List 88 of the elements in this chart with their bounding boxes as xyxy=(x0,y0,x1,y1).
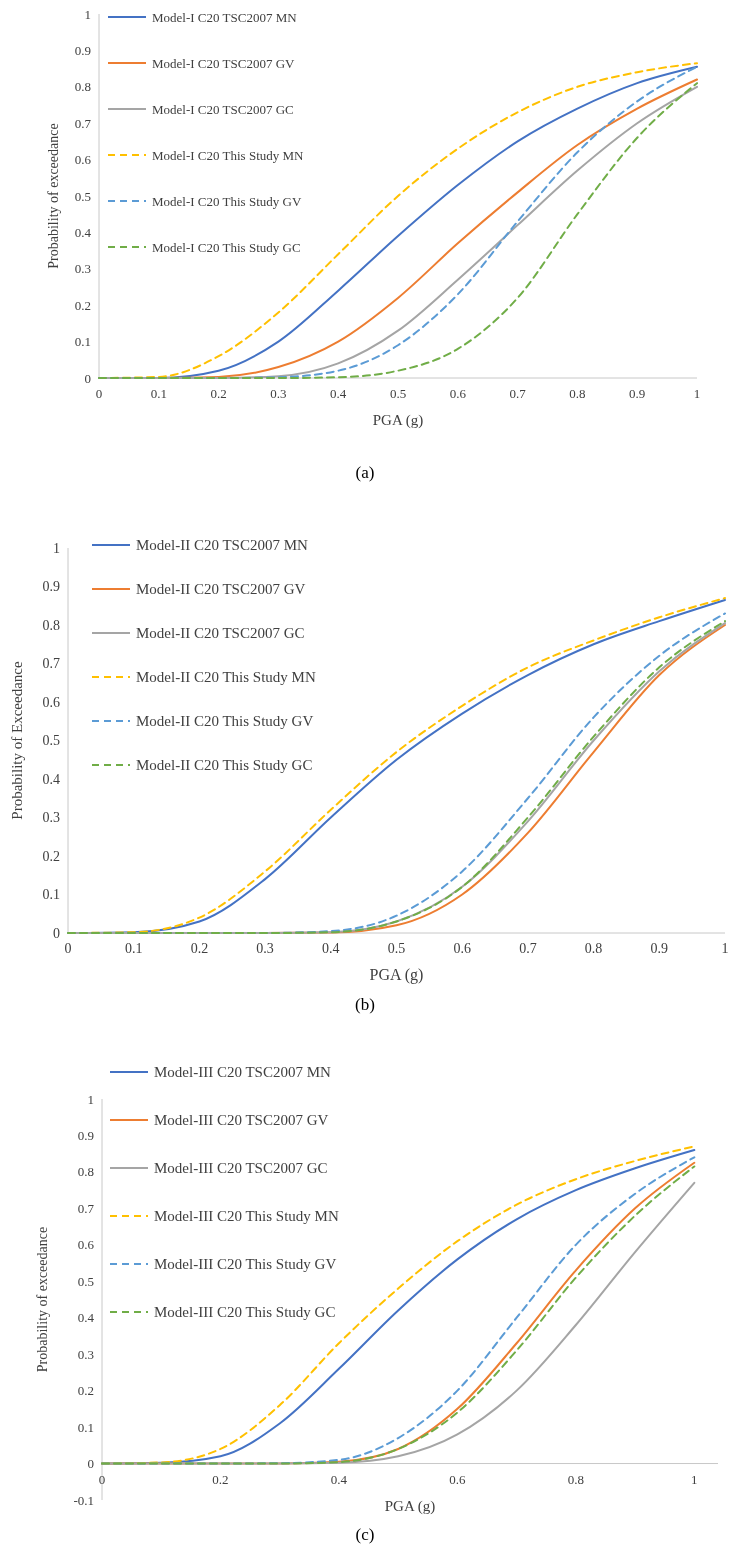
y-tick-label: 0 xyxy=(87,1456,94,1472)
y-tick-label: 0.5 xyxy=(74,188,91,204)
x-tick-label: 0 xyxy=(98,1471,106,1487)
legend-label: Model-III C20 TSC2007 GC xyxy=(154,1160,328,1177)
legend-label: Model-I C20 This Study GV xyxy=(152,193,302,209)
x-tick-label: 0.9 xyxy=(629,386,646,401)
legend-label: Model-I C20 TSC2007 GC xyxy=(152,101,294,117)
x-tick-label: 0.6 xyxy=(449,386,467,401)
y-tick-label: 0.1 xyxy=(77,1419,94,1435)
y-tick-label: 1 xyxy=(53,540,60,556)
y-tick-label: 0.7 xyxy=(77,1200,95,1216)
x-tick-label: 0.3 xyxy=(256,941,274,956)
x-tick-label: 0.8 xyxy=(569,386,586,401)
text: (b) xyxy=(355,995,375,1014)
x-tick-label: 0.7 xyxy=(519,941,537,956)
y-tick-label: 0.7 xyxy=(74,115,92,131)
y-tick-label: 0.9 xyxy=(74,42,91,58)
y-tick-label: 0.4 xyxy=(74,224,92,240)
text: (a) xyxy=(355,463,375,482)
y-tick-label: 0.6 xyxy=(77,1237,95,1253)
x-axis-title: PGA (g) xyxy=(369,966,424,984)
x-tick-label: 0.5 xyxy=(387,941,406,956)
y-tick-label: 0.1 xyxy=(42,887,60,903)
y-tick-label: 0.7 xyxy=(42,656,60,672)
x-tick-label: 0.7 xyxy=(509,386,527,401)
x-tick-label: 0.4 xyxy=(330,386,347,401)
y-tick-label: -0.1 xyxy=(73,1492,94,1508)
x-tick-label: 0.8 xyxy=(584,941,603,956)
y-axis-title: Probability of Exceedance xyxy=(9,661,25,820)
y-tick-label: 0.8 xyxy=(74,79,91,95)
y-tick-label: 0.3 xyxy=(74,261,91,277)
x-tick-label: 1 xyxy=(721,941,729,956)
legend-label: Model-II C20 TSC2007 GV xyxy=(136,581,306,598)
x-tick-label: 0.9 xyxy=(650,941,669,956)
legend-label: Model-II C20 This Study GC xyxy=(136,757,313,774)
y-tick-label: 0.6 xyxy=(42,694,60,710)
x-tick-label: 0.5 xyxy=(389,386,407,401)
y-tick-label: 0.2 xyxy=(42,848,60,864)
y-tick-label: 0.8 xyxy=(42,617,60,633)
legend-label: Model-I C20 TSC2007 MN xyxy=(152,9,298,25)
legend-label: Model-II C20 This Study GV xyxy=(136,713,314,730)
x-tick-label: 0.6 xyxy=(453,941,471,956)
x-tick-label: 0.8 xyxy=(567,1471,584,1487)
y-tick-label: 0 xyxy=(84,370,91,386)
x-axis-title: PGA (g) xyxy=(372,412,424,429)
x-tick-label: 0 xyxy=(64,941,72,956)
x-tick-label: 0.4 xyxy=(330,1471,348,1487)
y-tick-label: 0.5 xyxy=(42,733,60,749)
y-tick-label: 1 xyxy=(87,1091,94,1107)
x-tick-label: 0.1 xyxy=(124,941,143,956)
x-tick-label: 0.2 xyxy=(210,386,227,401)
y-tick-label: 0.4 xyxy=(42,771,60,787)
y-tick-label: 0.9 xyxy=(42,579,60,595)
y-tick-label: 0.2 xyxy=(77,1383,94,1399)
legend-label: Model-I C20 This Study MN xyxy=(152,147,305,163)
x-tick-label: 0.4 xyxy=(322,941,340,956)
text: (c) xyxy=(355,1525,375,1544)
y-tick-label: 0.3 xyxy=(77,1346,94,1362)
y-axis-title: Probability of exceedance xyxy=(35,1226,50,1373)
y-tick-label: 0.9 xyxy=(77,1128,94,1143)
y-tick-label: 0.8 xyxy=(77,1164,94,1180)
x-tick-label: 1 xyxy=(693,386,701,401)
legend-label: Model-I C20 TSC2007 GV xyxy=(152,55,296,71)
y-tick-label: 1 xyxy=(84,6,91,22)
legend-label: Model-II C20 TSC2007 MN xyxy=(136,537,308,554)
x-tick-label: 0.2 xyxy=(190,941,209,956)
x-tick-label: 0.1 xyxy=(150,386,167,401)
x-tick-label: 0.6 xyxy=(449,1471,467,1487)
y-tick-label: 0 xyxy=(53,925,60,941)
y-axis-title: Probability of exceedance xyxy=(46,123,61,269)
y-tick-label: 0.3 xyxy=(42,810,60,826)
legend-label: Model-III C20 This Study GC xyxy=(154,1304,336,1321)
legend-label: Model-III C20 TSC2007 GV xyxy=(154,1112,329,1129)
legend-label: Model-III C20 TSC2007 MN xyxy=(154,1064,331,1081)
legend-label: Model-III C20 This Study MN xyxy=(154,1208,339,1225)
x-tick-label: 0.3 xyxy=(270,386,287,401)
y-tick-label: 0.1 xyxy=(74,334,91,350)
y-tick-label: 0.4 xyxy=(77,1310,95,1326)
y-tick-label: 0.5 xyxy=(77,1273,94,1289)
legend-label: Model-III C20 This Study GV xyxy=(154,1256,337,1273)
x-tick-label: 1 xyxy=(691,1471,698,1487)
x-tick-label: 0.2 xyxy=(212,1471,229,1487)
legend-label: Model-II C20 This Study MN xyxy=(136,669,316,686)
legend-label: Model-I C20 This Study GC xyxy=(152,239,301,255)
y-tick-label: 0.2 xyxy=(74,297,91,313)
y-tick-label: 0.6 xyxy=(74,152,92,168)
x-axis-title: PGA (g) xyxy=(384,1497,436,1515)
legend-label: Model-II C20 TSC2007 GC xyxy=(136,625,305,642)
